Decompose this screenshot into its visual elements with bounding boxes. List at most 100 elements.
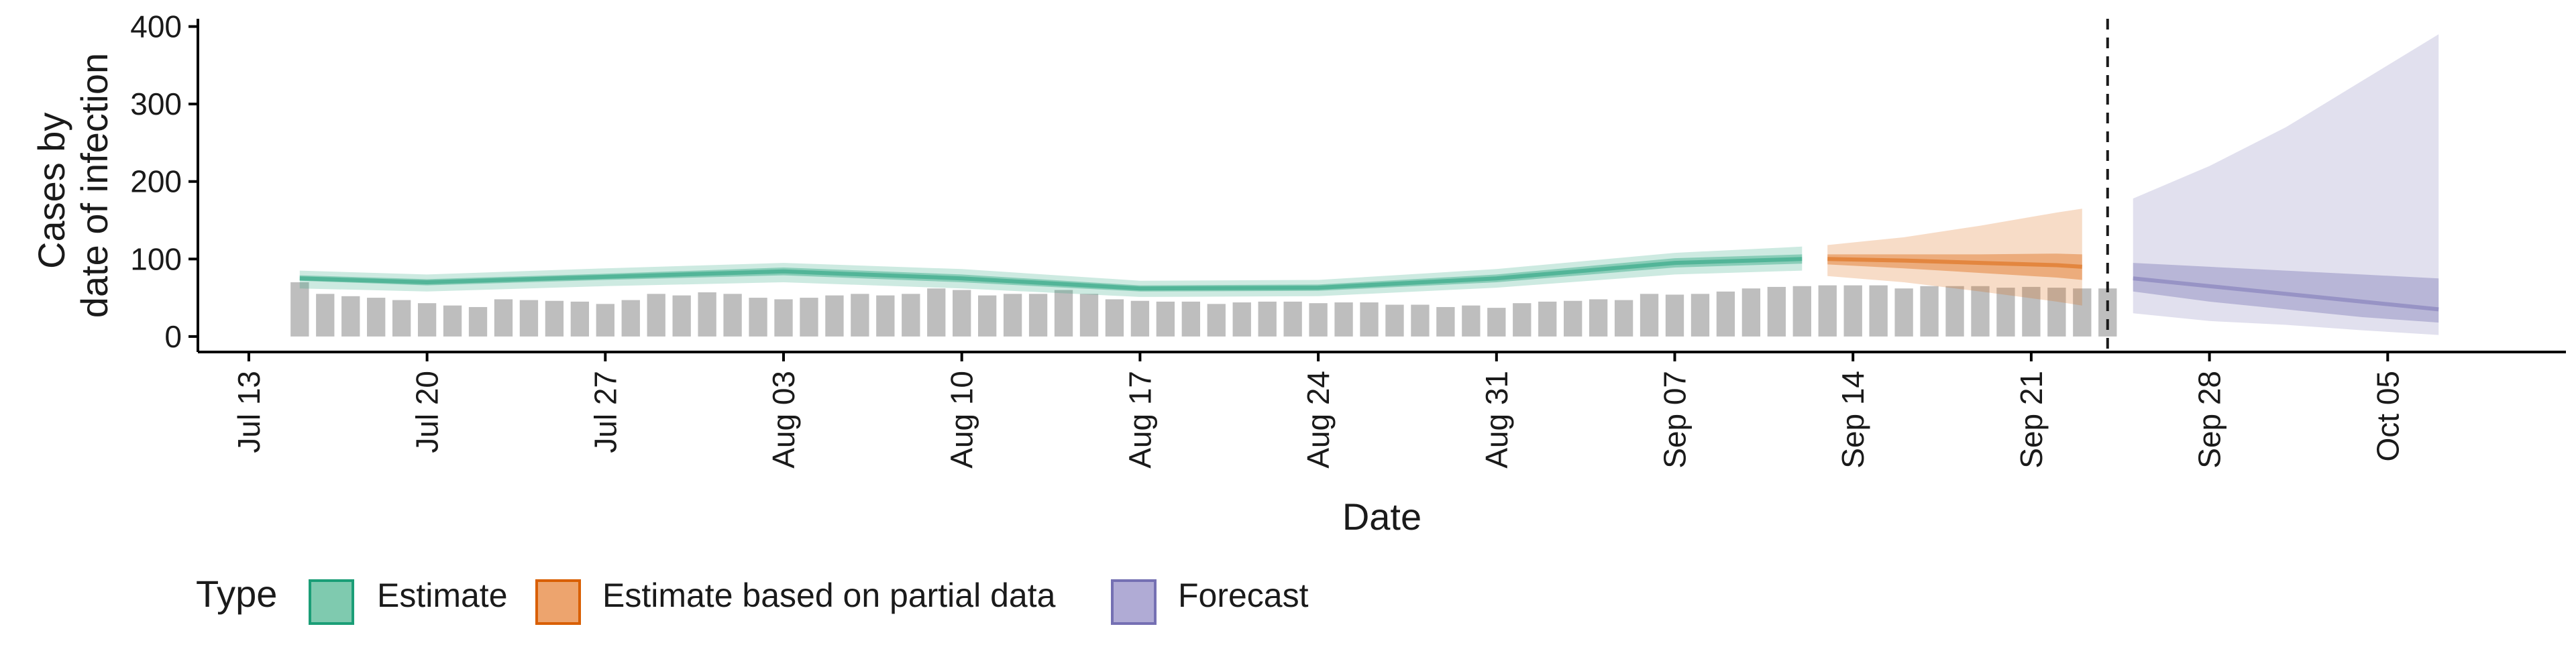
case-bar: [1462, 305, 1481, 337]
y-tick-label: 300: [130, 86, 182, 121]
y-axis-title-line-1: Cases by: [30, 113, 72, 269]
case-bar: [468, 306, 488, 337]
case-bar: [392, 300, 411, 337]
x-tick-label: Sep 14: [1835, 371, 1870, 469]
case-bar: [698, 292, 716, 337]
forecast-median-line: [2133, 276, 2439, 312]
x-tick-label: Sep 21: [2014, 371, 2049, 469]
case-bar: [1564, 300, 1582, 337]
y-tick-label: 400: [130, 9, 182, 44]
case-bar: [1843, 285, 1862, 337]
x-tick-label: Aug 17: [1122, 371, 1157, 469]
case-bar: [978, 295, 997, 337]
legend-key-estimate: [309, 579, 354, 625]
legend: Type Estimate Estimate based on partial …: [196, 573, 1309, 625]
case-bar: [1614, 300, 1633, 337]
x-tick-label: Sep 28: [2192, 371, 2227, 469]
case-bar: [1436, 306, 1455, 337]
y-tick-label: 200: [130, 164, 182, 199]
case-bar: [1283, 301, 1302, 337]
case-bar: [1054, 290, 1073, 337]
case-bar: [1181, 301, 1200, 337]
case-bar: [1232, 302, 1251, 337]
x-ticks: Jul 13 Jul 20 Jul 27 Aug 03 Aug 10 Aug 17 Aug …: [231, 352, 2405, 469]
case-bar: [2022, 286, 2041, 337]
case-bar: [1920, 286, 1939, 337]
case-bar: [1360, 302, 1379, 337]
case-bar: [341, 296, 360, 337]
case-bar: [723, 294, 742, 337]
case-bar: [2073, 288, 2092, 337]
x-tick-label: Jul 13: [231, 371, 266, 453]
case-bar: [1665, 294, 1684, 337]
case-bar: [1894, 288, 1913, 337]
case-bar: [647, 294, 665, 337]
axes-layer: [197, 19, 2566, 353]
case-bar: [1818, 285, 1837, 337]
case-bar: [2047, 288, 2066, 337]
legend-key-partial: [535, 579, 581, 625]
legend-label-forecast: Forecast: [1178, 577, 1309, 614]
case-bar: [1538, 301, 1557, 337]
x-axis-title: Date: [1342, 495, 1421, 538]
estimate-median-line: [299, 257, 1803, 291]
y-axis-title: Cases by date of infection: [30, 53, 115, 318]
x-tick-label: Aug 03: [766, 371, 801, 469]
case-bar: [443, 305, 462, 337]
bars-layer: [290, 282, 2117, 337]
case-bar: [1487, 308, 1506, 337]
x-tick-label: Aug 24: [1301, 371, 1336, 469]
case-bar: [1334, 302, 1353, 337]
legend-label-partial: Estimate based on partial data: [602, 577, 1056, 614]
case-bar: [290, 282, 309, 337]
case-bar: [1258, 301, 1277, 337]
case-bar: [876, 295, 895, 337]
legend-title: Type: [196, 573, 277, 615]
case-bar: [1716, 291, 1735, 337]
partial-median-line: [1827, 257, 2082, 269]
ribbons-layer: [299, 34, 2439, 335]
legend-label-estimate: Estimate: [377, 577, 508, 614]
case-bar: [1385, 304, 1404, 337]
case-bar: [519, 300, 539, 337]
case-bar: [800, 298, 818, 337]
case-bar: [1156, 301, 1175, 337]
case-bar: [1690, 294, 1710, 337]
case-bar: [494, 299, 513, 337]
case-bar: [672, 295, 691, 337]
x-tick-label: Oct 05: [2370, 371, 2405, 462]
legend-key-forecast: [1111, 579, 1157, 625]
case-bar: [1003, 294, 1022, 337]
case-bar: [1741, 288, 1761, 337]
partial-outer-band: [1827, 209, 2082, 306]
case-bar: [749, 298, 767, 337]
x-tick-label: Aug 10: [945, 371, 979, 469]
case-bar: [1767, 286, 1786, 337]
y-ticks: 0 100 200 300 400: [130, 9, 198, 354]
case-bar: [1105, 299, 1124, 337]
case-bar: [1513, 303, 1532, 337]
y-tick-label: 0: [164, 319, 182, 354]
x-tick-label: Sep 07: [1658, 371, 1693, 469]
case-bar: [953, 290, 971, 337]
case-bar: [1945, 286, 1964, 337]
case-bar: [545, 300, 564, 337]
case-bar: [1589, 299, 1608, 337]
case-bar: [1079, 294, 1099, 337]
case-bar: [825, 295, 844, 337]
case-bar: [1869, 285, 1888, 337]
x-tick-label: Jul 27: [588, 371, 623, 453]
estimate-outer-band: [299, 246, 1803, 297]
y-tick-label: 100: [130, 241, 182, 276]
case-bar: [367, 298, 386, 337]
case-bar: [902, 294, 920, 337]
case-bar: [417, 303, 437, 337]
forecast-outer-band: [2133, 34, 2439, 335]
case-bar: [316, 294, 335, 337]
case-bar: [1309, 303, 1328, 337]
case-bar: [774, 299, 793, 337]
case-bar: [570, 301, 590, 337]
x-tick-label: Jul 20: [410, 371, 445, 453]
